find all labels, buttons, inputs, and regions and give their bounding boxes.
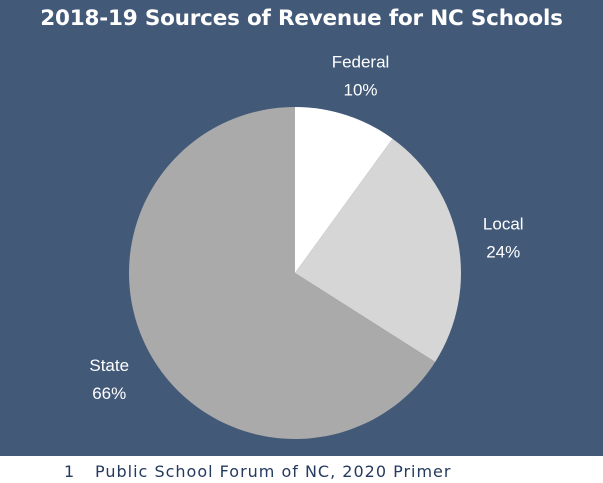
footnote-number: 1 xyxy=(64,462,76,481)
slice-label-federal: Federal xyxy=(332,52,390,71)
slice-value-local: 24% xyxy=(486,242,520,261)
pie-slice-federal xyxy=(295,107,393,273)
slice-value-federal: 10% xyxy=(343,80,377,99)
slice-label-state: State xyxy=(89,356,129,375)
pie-chart: Federal 10% Local 24% State 66% xyxy=(89,52,524,439)
pie-slice-local xyxy=(295,138,461,362)
pie-slice-state xyxy=(128,106,436,439)
slice-label-local: Local xyxy=(483,214,524,233)
slice-value-state: 66% xyxy=(92,384,126,403)
source-citation: Public School Forum of NC, 2020 Primer xyxy=(95,462,452,481)
chart-title: 2018-19 Sources of Revenue for NC School… xyxy=(40,6,563,31)
